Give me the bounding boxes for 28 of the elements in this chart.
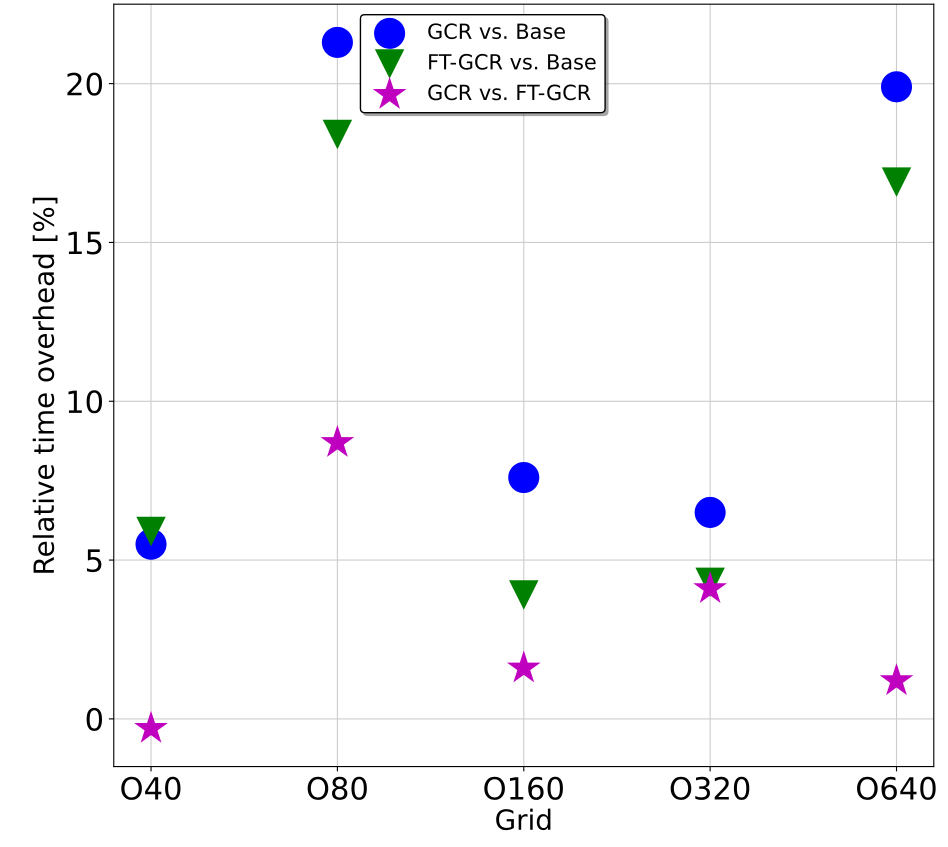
point (134, 710, 168, 743)
point (508, 462, 540, 494)
y-tick-label: 20 (67, 72, 102, 96)
x-tick-label: O80 (308, 776, 367, 800)
x-tick-label: O40 (121, 776, 180, 800)
y-tick-label: 15 (68, 232, 102, 254)
point (322, 26, 353, 58)
x-axis-title: Grid (496, 808, 550, 830)
legend-label: GCR vs. FT-GCR (428, 84, 591, 100)
x-tick-label: O640 (857, 776, 936, 800)
point (882, 167, 912, 197)
point (693, 570, 727, 603)
point (320, 424, 354, 457)
point (509, 580, 538, 610)
legend-label: FT-GCR vs. Base (429, 54, 596, 70)
point (506, 650, 541, 682)
point (322, 120, 352, 150)
point (136, 516, 166, 546)
y-tick-label: 5 (86, 549, 102, 572)
y-axis-title: Relative time overhead [%] (32, 198, 58, 573)
y-tick-label: 0 (86, 708, 102, 731)
legend-label: GCR vs. Base (428, 23, 565, 40)
point (694, 496, 726, 528)
x-tick-label: O320 (670, 776, 750, 800)
y-tick-label: 10 (68, 390, 102, 414)
point (880, 663, 914, 696)
x-tick-label: O160 (484, 776, 563, 800)
point (880, 71, 912, 102)
